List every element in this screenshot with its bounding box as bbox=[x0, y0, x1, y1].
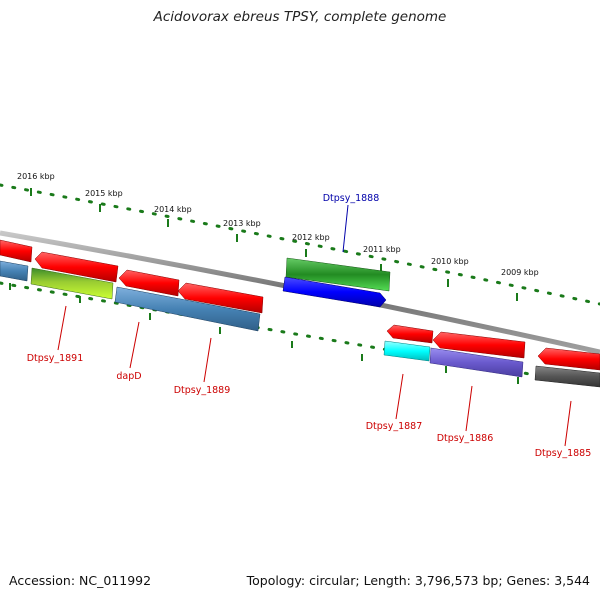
gene-label-1885[interactable]: Dtpsy_1885 bbox=[535, 448, 592, 459]
gene-dtpsy-1887[interactable] bbox=[383, 340, 431, 362]
leader-line-1888 bbox=[342, 204, 349, 253]
gene-red-arrow-6[interactable] bbox=[432, 331, 526, 359]
gene-steelblue-left[interactable] bbox=[0, 260, 29, 282]
gene-label-1886[interactable]: Dtpsy_1886 bbox=[437, 433, 494, 444]
gene-red-arrow-3[interactable] bbox=[118, 269, 180, 297]
gene-dtpsy-1886[interactable] bbox=[429, 347, 524, 378]
scale-label-2012: 2012 kbp bbox=[292, 233, 330, 242]
scale-label-2011: 2011 kbp bbox=[363, 245, 401, 254]
gene-red-arrow-2[interactable] bbox=[34, 251, 119, 283]
outer-major-ticks bbox=[30, 188, 518, 301]
scale-label-2010: 2010 kbp bbox=[431, 257, 469, 266]
gene-dtpsy-1885[interactable] bbox=[534, 365, 600, 388]
gene-label-1891[interactable]: Dtpsy_1891 bbox=[27, 353, 84, 364]
gene-label-1888[interactable]: Dtpsy_1888 bbox=[323, 193, 380, 204]
gene-feature-green[interactable] bbox=[285, 257, 391, 292]
gene-label-1887[interactable]: Dtpsy_1887 bbox=[366, 421, 423, 432]
scale-label-2014: 2014 kbp bbox=[154, 205, 192, 214]
gene-red-arrow-1[interactable] bbox=[0, 239, 33, 263]
gene-label-dapd[interactable]: dapD bbox=[116, 371, 141, 382]
leader-line-1887 bbox=[395, 373, 404, 420]
scale-label-2009: 2009 kbp bbox=[501, 268, 539, 277]
gene-red-arrow-7[interactable] bbox=[537, 347, 600, 371]
scale-label-2013: 2013 kbp bbox=[223, 219, 261, 228]
leader-line-dapd bbox=[129, 321, 140, 369]
accession-text: Accession: NC_011992 bbox=[9, 573, 152, 588]
gene-dapd-1889[interactable] bbox=[114, 286, 261, 332]
gene-label-1889[interactable]: Dtpsy_1889 bbox=[174, 385, 231, 396]
leader-line-1889 bbox=[203, 337, 212, 383]
gene-dtpsy-1888[interactable] bbox=[282, 276, 387, 308]
leader-line-1886 bbox=[465, 385, 473, 432]
scale-label-2015: 2015 kbp bbox=[85, 189, 123, 198]
map-title: Acidovorax ebreus TPSY, complete genome bbox=[153, 9, 447, 25]
leader-line-1891 bbox=[57, 305, 67, 351]
scale-label-2016: 2016 kbp bbox=[17, 172, 55, 181]
gene-red-arrow-5[interactable] bbox=[386, 324, 434, 344]
gene-red-arrow-4[interactable] bbox=[177, 282, 264, 314]
leader-line-1885 bbox=[564, 400, 572, 447]
gene-dtpsy-1891[interactable] bbox=[30, 267, 114, 300]
genome-summary-text: Topology: circular; Length: 3,796,573 bp… bbox=[246, 573, 590, 588]
inner-major-ticks bbox=[9, 283, 519, 384]
